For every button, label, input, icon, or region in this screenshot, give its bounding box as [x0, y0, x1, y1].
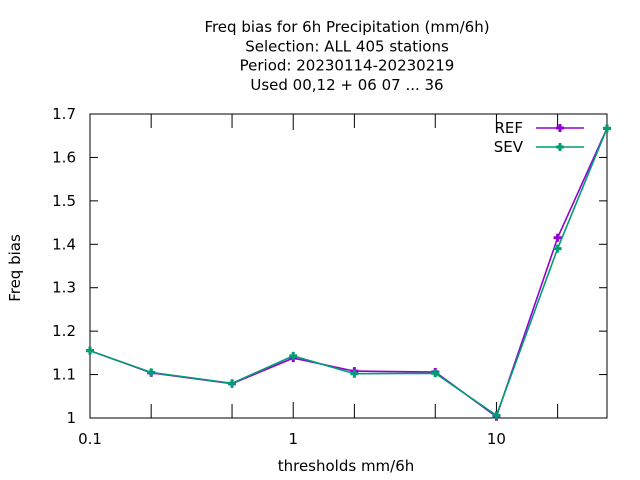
series-ref: [86, 124, 611, 421]
legend-marker: [556, 143, 564, 151]
legend-label: REF: [494, 119, 523, 137]
legend-label: SEV: [494, 138, 524, 156]
y-tick-label: 1.6: [52, 148, 76, 166]
title-line: Selection: ALL 405 stations: [245, 37, 449, 55]
series-line-ref: [89, 127, 608, 418]
data-point: [603, 124, 611, 133]
data-point: [431, 369, 440, 378]
data-point: [553, 233, 562, 242]
y-axis: 1 1.1 1.2 1.3 1.4 1.5 1.6 1.7: [52, 105, 607, 427]
y-tick-label: 1.7: [52, 105, 76, 123]
y-tick-label: 1.5: [52, 192, 76, 210]
title-line: Freq bias for 6h Precipitation (mm/6h): [204, 18, 489, 36]
series-line-sev: [89, 127, 608, 417]
x-tick-label: 10: [487, 430, 506, 448]
y-axis-label: Freq bias: [6, 234, 24, 302]
title-line: Period: 20230114-20230219: [240, 57, 455, 75]
x-axis: 0.1 1 10: [78, 114, 559, 448]
y-tick-label: 1.1: [52, 366, 76, 384]
chart-title: Freq bias for 6h Precipitation (mm/6h)Se…: [204, 18, 489, 94]
y-tick-label: 1: [66, 409, 76, 427]
legend-marker: [556, 124, 564, 132]
x-tick-label: 1: [288, 430, 298, 448]
data-point: [350, 369, 359, 378]
data-point: [289, 351, 298, 360]
data-point: [228, 379, 237, 388]
y-tick-label: 1.3: [52, 279, 76, 297]
plot-frame: [89, 113, 608, 419]
data-point: [553, 244, 562, 253]
y-tick-label: 1.2: [52, 322, 76, 340]
y-tick-label: 1.4: [52, 235, 76, 253]
data-point: [86, 346, 94, 355]
title-line: Used 00,12 + 06 07 ... 36: [250, 76, 443, 94]
x-axis-label: thresholds mm/6h: [278, 457, 415, 475]
data-point: [492, 411, 501, 420]
series-sev: [86, 124, 611, 420]
data-point: [147, 368, 156, 377]
series-group: [86, 124, 611, 421]
x-tick-label: 0.1: [78, 430, 102, 448]
